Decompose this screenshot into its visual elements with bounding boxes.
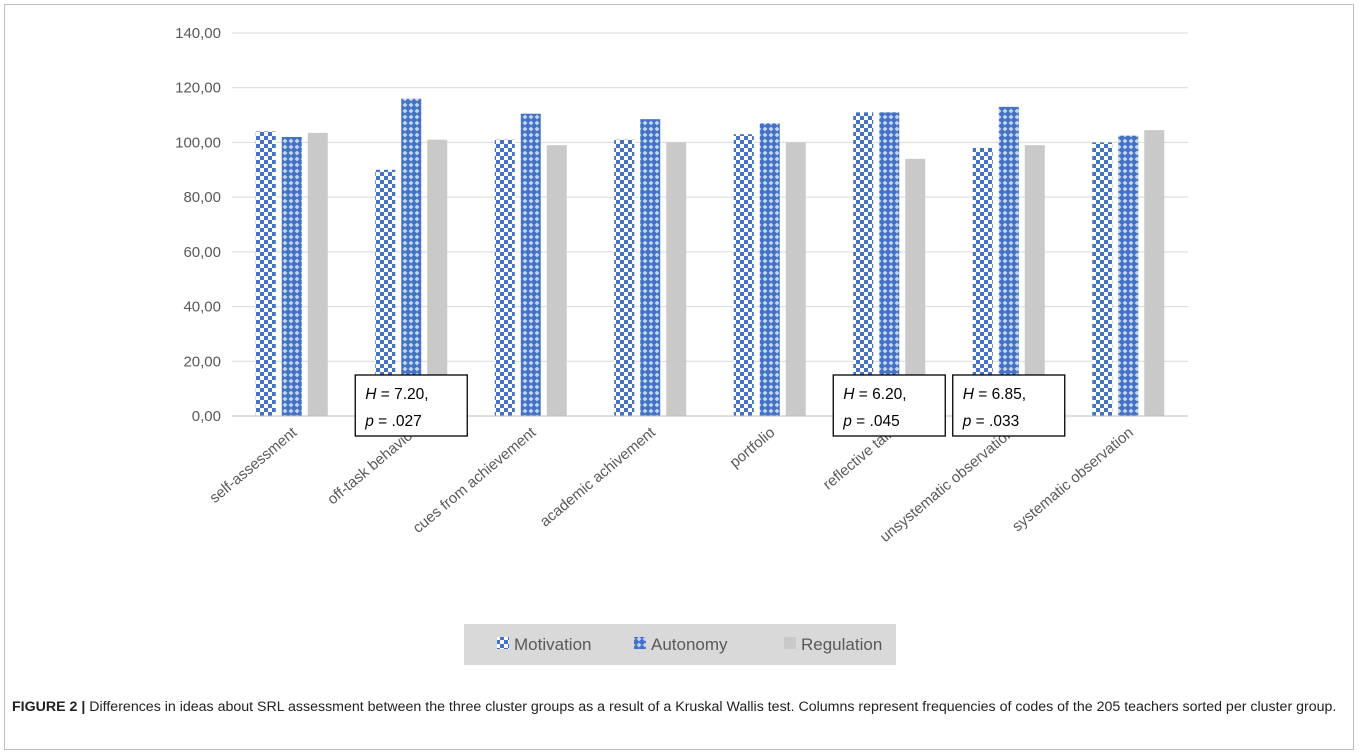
bar-motivation-3 [494,139,515,416]
bar-motivation-2 [375,169,396,416]
legend-swatch-autonomy [634,637,646,649]
bar-chart: 0,00 20,00 40,00 60,00 80,00 100,00 120,00 140,… [175,25,1188,665]
x-category-label: off-task behavior [324,424,420,508]
bar-autonomy-1 [281,136,302,416]
legend-label-autonomy: Autonomy [651,635,728,654]
bar-motivation-8 [1092,142,1113,416]
annotation-box [952,374,1066,437]
x-category-label: unsystematic observation [877,424,1018,546]
x-category-label: portfolio [727,424,779,471]
annotation-p: p = .027 [364,413,421,430]
y-tick-label: 0,00 [192,408,221,425]
legend-label-regulation: Regulation [801,635,882,654]
figure-frame [4,4,1354,750]
bar-regulation-1 [307,132,328,416]
caption-lead: FIGURE 2 | [12,699,86,715]
y-tick-label: 20,00 [183,353,221,370]
y-tick-label: 100,00 [175,134,221,151]
bar-motivation-4 [614,139,635,416]
bar-regulation-5 [785,142,806,416]
x-category-label: academic achivement [537,424,660,531]
bar-regulation-8 [1144,130,1165,416]
y-tick-label: 80,00 [183,189,221,206]
annotation-h: H = 7.20, [365,386,428,403]
y-axis-ticks: 0,00 20,00 40,00 60,00 80,00 100,00 120,00 140,… [175,25,221,425]
caption-text: Differences in ideas about SRL assessmen… [85,699,1337,715]
bar-motivation-5 [733,134,754,416]
bar-motivation-7 [972,147,993,416]
y-tick-label: 140,00 [175,25,221,42]
y-tick-label: 120,00 [175,80,221,97]
bar-autonomy-5 [759,123,780,417]
annotation-box [832,374,946,437]
bar-regulation-4 [666,142,687,416]
bar-autonomy-8 [1118,135,1139,416]
annotation-h: H = 6.20, [843,386,906,403]
bar-autonomy-4 [640,119,661,417]
bar-autonomy-7 [998,106,1019,416]
legend-swatch-motivation [497,637,509,649]
annotation-p: p = .033 [962,413,1019,430]
bar-regulation-7 [1024,145,1045,416]
annotations: H = 7.20, p = .027 H = 6.20, p = .045 H = 6.… [354,374,1066,437]
figure-caption: FIGURE 2 | Differences in ideas about SR… [12,697,1342,717]
annotation-box [354,374,468,437]
y-tick-label: 60,00 [183,244,221,261]
legend-swatch-regulation [784,637,796,649]
legend: Motivation Autonomy Regulation [464,624,896,665]
x-category-label: cues from achievement [410,424,540,537]
bar-regulation-3 [546,145,567,416]
bar-autonomy-6 [879,112,900,416]
bar-regulation-2 [427,139,448,416]
x-category-label: self-assessment [206,424,301,507]
legend-background [464,624,896,665]
bar-autonomy-2 [401,98,422,417]
y-tick-label: 40,00 [183,299,221,316]
annotation-h: H = 6.85, [963,386,1026,403]
legend-label-motivation: Motivation [514,635,591,654]
annotation-p: p = .045 [842,413,899,430]
bar-autonomy-3 [520,113,541,416]
bar-motivation-6 [853,112,874,416]
x-category-label: systematic observation [1009,424,1137,535]
bars [255,98,1165,417]
bar-regulation-6 [905,158,926,417]
bar-motivation-1 [255,131,276,416]
